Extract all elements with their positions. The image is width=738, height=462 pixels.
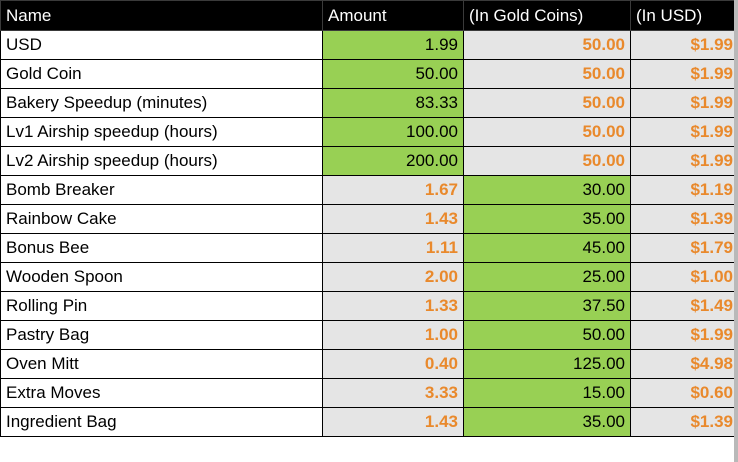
cell-name[interactable]: Rolling Pin xyxy=(0,291,323,321)
cell-name[interactable]: Bakery Speedup (minutes) xyxy=(0,88,323,118)
cell-usd[interactable]: $1.99 xyxy=(630,117,738,147)
cell-amount[interactable]: 3.33 xyxy=(322,378,464,408)
header-in-usd[interactable]: (In USD) xyxy=(630,0,738,31)
cell-name[interactable]: Bonus Bee xyxy=(0,233,323,263)
table-row: Rainbow Cake 1.43 35.00 $1.39 xyxy=(0,204,738,234)
table-row: Oven Mitt 0.40 125.00 $4.98 xyxy=(0,349,738,379)
table-row: Lv2 Airship speedup (hours) 200.00 50.00 $1… xyxy=(0,146,738,176)
cell-amount[interactable]: 1.11 xyxy=(322,233,464,263)
table-row: Wooden Spoon 2.00 25.00 $1.00 xyxy=(0,262,738,292)
cell-usd[interactable]: $1.99 xyxy=(630,30,738,60)
cell-gold-coins[interactable]: 45.00 xyxy=(463,233,631,263)
table-row: Lv1 Airship speedup (hours) 100.00 50.00 $1… xyxy=(0,117,738,147)
cell-usd[interactable]: $4.98 xyxy=(630,349,738,379)
cell-amount[interactable]: 1.33 xyxy=(322,291,464,321)
cell-gold-coins[interactable]: 50.00 xyxy=(463,146,631,176)
cell-name[interactable]: Rainbow Cake xyxy=(0,204,323,234)
cell-gold-coins[interactable]: 50.00 xyxy=(463,320,631,350)
header-in-gold-coins[interactable]: (In Gold Coins) xyxy=(463,0,631,31)
cell-amount[interactable]: 0.40 xyxy=(322,349,464,379)
cell-usd[interactable]: $1.99 xyxy=(630,59,738,89)
cell-usd[interactable]: $1.39 xyxy=(630,204,738,234)
cell-amount[interactable]: 1.43 xyxy=(322,204,464,234)
header-amount[interactable]: Amount xyxy=(322,0,464,31)
cell-amount[interactable]: 50.00 xyxy=(322,59,464,89)
table-row: USD 1.99 50.00 $1.99 xyxy=(0,30,738,60)
cell-usd[interactable]: $1.99 xyxy=(630,320,738,350)
table-row: Bonus Bee 1.11 45.00 $1.79 xyxy=(0,233,738,263)
cell-gold-coins[interactable]: 15.00 xyxy=(463,378,631,408)
table-row: Extra Moves 3.33 15.00 $0.60 xyxy=(0,378,738,408)
table-row: Bomb Breaker 1.67 30.00 $1.19 xyxy=(0,175,738,205)
header-row: Name Amount (In Gold Coins) (In USD) xyxy=(0,0,738,31)
cell-amount[interactable]: 200.00 xyxy=(322,146,464,176)
cell-name[interactable]: Gold Coin xyxy=(0,59,323,89)
table-row: Gold Coin 50.00 50.00 $1.99 xyxy=(0,59,738,89)
cell-name[interactable]: Ingredient Bag xyxy=(0,407,323,437)
pricing-table: Name Amount (In Gold Coins) (In USD) USD… xyxy=(0,0,738,437)
cell-gold-coins[interactable]: 35.00 xyxy=(463,204,631,234)
cell-gold-coins[interactable]: 50.00 xyxy=(463,59,631,89)
table-row: Bakery Speedup (minutes) 83.33 50.00 $1.99 xyxy=(0,88,738,118)
cell-usd[interactable]: $1.00 xyxy=(630,262,738,292)
cell-amount[interactable]: 83.33 xyxy=(322,88,464,118)
cell-name[interactable]: Bomb Breaker xyxy=(0,175,323,205)
cell-gold-coins[interactable]: 50.00 xyxy=(463,30,631,60)
cell-amount[interactable]: 1.43 xyxy=(322,407,464,437)
header-name[interactable]: Name xyxy=(0,0,323,31)
cell-usd[interactable]: $1.79 xyxy=(630,233,738,263)
cell-amount[interactable]: 1.67 xyxy=(322,175,464,205)
cell-usd[interactable]: $1.99 xyxy=(630,88,738,118)
cell-usd[interactable]: $1.19 xyxy=(630,175,738,205)
table-row: Pastry Bag 1.00 50.00 $1.99 xyxy=(0,320,738,350)
cell-amount[interactable]: 2.00 xyxy=(322,262,464,292)
cell-name[interactable]: Lv1 Airship speedup (hours) xyxy=(0,117,323,147)
cell-usd[interactable]: $1.99 xyxy=(630,146,738,176)
cell-name[interactable]: USD xyxy=(0,30,323,60)
cell-amount[interactable]: 100.00 xyxy=(322,117,464,147)
cell-usd[interactable]: $1.39 xyxy=(630,407,738,437)
cell-name[interactable]: Pastry Bag xyxy=(0,320,323,350)
cell-gold-coins[interactable]: 50.00 xyxy=(463,88,631,118)
cell-gold-coins[interactable]: 125.00 xyxy=(463,349,631,379)
grid-edge xyxy=(734,0,738,462)
cell-amount[interactable]: 1.99 xyxy=(322,30,464,60)
cell-name[interactable]: Lv2 Airship speedup (hours) xyxy=(0,146,323,176)
table-row: Rolling Pin 1.33 37.50 $1.49 xyxy=(0,291,738,321)
cell-name[interactable]: Extra Moves xyxy=(0,378,323,408)
cell-name[interactable]: Oven Mitt xyxy=(0,349,323,379)
table-body: USD 1.99 50.00 $1.99 Gold Coin 50.00 50.00 $1.9… xyxy=(0,30,738,437)
cell-usd[interactable]: $1.49 xyxy=(630,291,738,321)
cell-name[interactable]: Wooden Spoon xyxy=(0,262,323,292)
cell-usd[interactable]: $0.60 xyxy=(630,378,738,408)
cell-gold-coins[interactable]: 30.00 xyxy=(463,175,631,205)
cell-amount[interactable]: 1.00 xyxy=(322,320,464,350)
cell-gold-coins[interactable]: 37.50 xyxy=(463,291,631,321)
table-row: Ingredient Bag 1.43 35.00 $1.39 xyxy=(0,407,738,437)
cell-gold-coins[interactable]: 35.00 xyxy=(463,407,631,437)
cell-gold-coins[interactable]: 50.00 xyxy=(463,117,631,147)
cell-gold-coins[interactable]: 25.00 xyxy=(463,262,631,292)
